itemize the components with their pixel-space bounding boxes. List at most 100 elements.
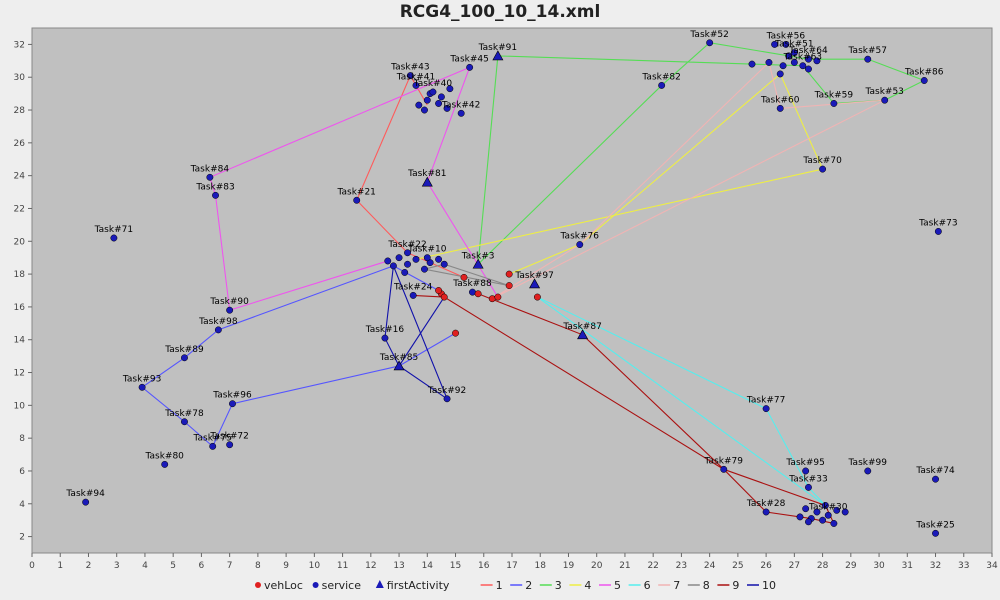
chart-title: RCG4_100_10_14.xml [399,2,601,22]
task-label: Task#99 [848,458,888,468]
service-point [813,508,821,516]
service-point [446,85,454,93]
x-tick-label: 31 [902,561,913,571]
service-point [765,59,773,66]
legend-label: 6 [644,579,651,592]
service-point [790,49,798,57]
task-label: Task#56 [766,31,806,41]
service-point [421,106,428,114]
vehloc-point [460,273,468,281]
y-tick-label: 18 [14,270,26,280]
task-label: Task#45 [449,54,488,64]
service-point [181,354,188,362]
task-label: Task#60 [760,95,800,105]
service-point [406,72,414,80]
task-label: Task#72 [209,432,248,442]
first-activity-point [529,278,541,289]
service-point [776,70,784,78]
service-point [576,241,584,249]
vehloc-point [505,270,513,278]
service-point [805,518,812,526]
service-point [389,262,397,270]
points [82,39,942,537]
service-point [229,400,236,408]
service-point [864,55,872,63]
task-label: Task#30 [808,502,848,512]
legend-label: 1 [496,579,503,592]
service-point [782,40,790,48]
service-point [824,511,832,519]
first-activity-point [393,360,405,371]
task-label: Task#91 [478,43,517,53]
service-point [209,442,217,450]
x-tick-label: 16 [478,561,490,571]
legend-label: 7 [673,579,680,592]
task-label: Task#25 [915,520,954,530]
x-tick-label: 0 [29,561,35,571]
service-point [353,196,361,204]
service-point [212,191,219,199]
service-point [785,52,793,60]
legend-marker [375,580,384,588]
service-point [771,40,779,48]
task-label: Task#16 [365,325,405,335]
service-point [805,65,812,73]
legend-label: 2 [525,579,532,592]
task-label: Task#57 [848,46,887,56]
service-point [423,96,431,104]
y-tick-label: 16 [14,303,26,313]
vehloc-point [533,293,541,301]
x-tick-label: 9 [283,561,289,571]
task-label: Task#59 [814,90,854,100]
task-label: Task#79 [704,456,744,466]
task-label: Task#24 [393,282,433,292]
task-label: Task#73 [918,218,957,228]
service-point [864,467,872,475]
service-point [435,255,443,263]
service-point [779,62,787,70]
service-point [466,63,474,71]
task-label: Task#85 [379,353,418,363]
x-tick-label: 11 [337,561,348,571]
service-point [381,334,389,342]
vehloc-point [494,293,502,301]
x-tick-label: 34 [986,561,998,571]
service-point [805,55,812,63]
task-label: Task#42 [441,100,480,110]
task-label: Task#71 [94,225,133,235]
legend-label: 4 [584,579,591,592]
service-point [932,475,939,483]
first-activity-point [472,258,484,269]
task-label: Task#98 [198,317,238,327]
service-point [934,227,942,235]
x-tick-label: 8 [255,561,261,571]
service-point [423,254,431,262]
service-point [395,254,403,262]
first-activity-point [492,50,504,61]
x-tick-label: 15 [450,561,461,571]
service-point [821,501,829,509]
task-label: Task#82 [641,72,680,82]
task-label: Task#75 [192,433,231,443]
service-point [206,173,214,181]
service-point [429,88,437,96]
vehloc-point [452,329,459,337]
service-point [776,104,784,112]
service-point [762,508,770,516]
service-point [412,255,420,263]
y-tick-label: 20 [14,237,26,247]
service-point [881,96,889,104]
task-label: Task#93 [122,374,161,384]
legend-label: 8 [703,579,710,592]
x-tick-label: 13 [393,561,404,571]
service-point [409,291,417,299]
task-label: Task#87 [562,322,601,332]
service-point [443,395,451,403]
y-tick-label: 22 [14,204,25,214]
x-tick-label: 28 [817,561,829,571]
x-tick-label: 32 [930,561,941,571]
task-label: Task#94 [65,489,105,499]
task-label: Task#41 [396,72,435,82]
route-line-7 [491,61,885,300]
